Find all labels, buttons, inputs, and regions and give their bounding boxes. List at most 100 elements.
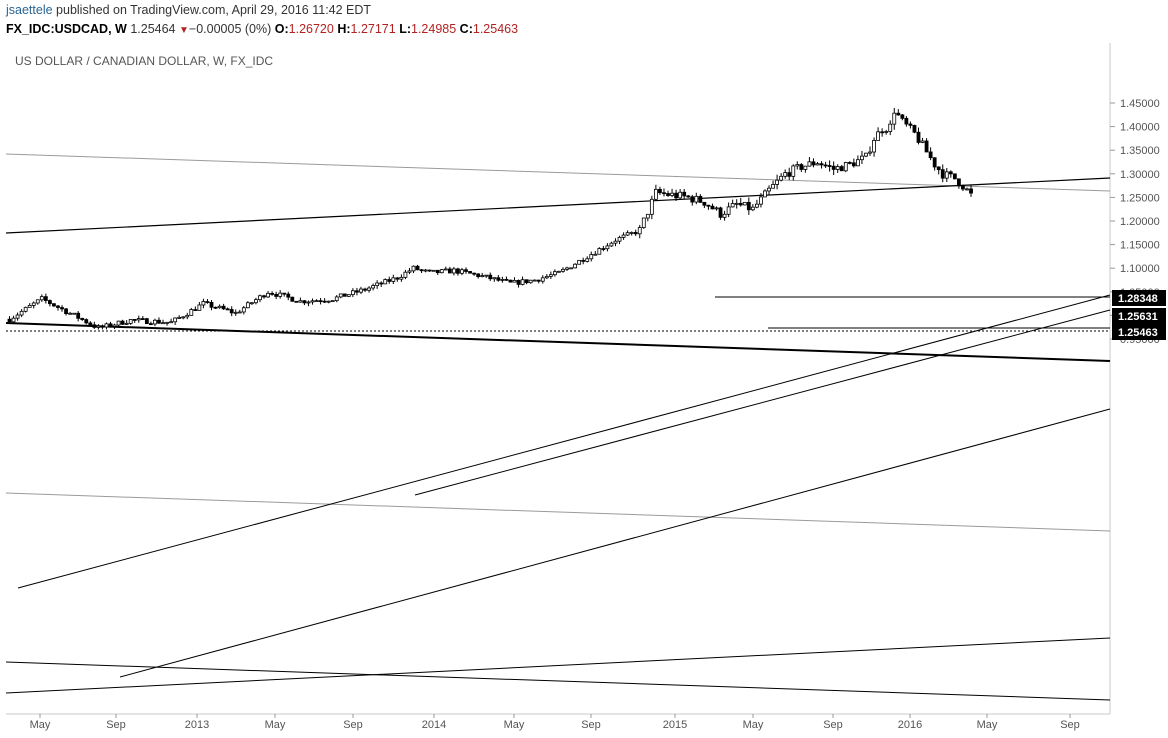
price-label: 1.25463 — [1118, 327, 1158, 339]
x-tick-label: Sep — [1060, 719, 1080, 731]
x-tick-label: May — [265, 719, 286, 731]
candle-body — [148, 323, 153, 326]
publish-line: jsaettele published on TradingView.com, … — [6, 3, 371, 17]
candle-body — [314, 300, 319, 303]
price-labels: 1.28348 1.25631 1.25463 — [1112, 290, 1166, 340]
candle-body — [56, 305, 60, 308]
candle-body — [658, 188, 662, 194]
candle-body — [734, 202, 739, 205]
candle-body — [755, 203, 759, 208]
candle-body — [799, 164, 804, 170]
candle-body — [15, 314, 20, 319]
candle-body — [387, 279, 392, 282]
candle-body — [759, 196, 763, 205]
y-tick-label: 1.30000 — [1120, 169, 1160, 181]
candles — [7, 107, 973, 330]
candle-body — [500, 278, 505, 281]
trendlines — [5, 153, 1111, 701]
candle-body — [803, 165, 808, 170]
candle-body — [399, 276, 404, 280]
trendline — [414, 309, 1111, 496]
candle-body — [815, 163, 820, 166]
y-tick-label: 1.45000 — [1120, 98, 1160, 110]
candle-body — [666, 193, 670, 196]
candle-body — [431, 269, 436, 272]
candle-body — [334, 296, 339, 302]
candle-body — [645, 213, 650, 219]
candle-body — [508, 279, 513, 283]
y-tick-label: 1.40000 — [1120, 122, 1160, 134]
candle-body — [294, 300, 299, 303]
symbol-label[interactable]: FX_IDC:USDCAD, W — [6, 22, 127, 36]
candle-body — [763, 190, 767, 198]
price-label: 1.28348 — [1118, 293, 1158, 305]
candle-body — [403, 271, 408, 278]
candle-body — [128, 319, 133, 324]
candle-body — [961, 185, 965, 190]
candle-body — [423, 269, 428, 272]
candle-body — [888, 123, 893, 132]
candle-body — [407, 270, 412, 273]
candle-body — [617, 236, 622, 242]
candle-body — [415, 265, 420, 271]
candle-body — [952, 173, 957, 180]
trendline — [5, 153, 1111, 192]
candle-body — [573, 263, 577, 269]
candle-body — [912, 124, 917, 133]
price-label-bg — [1112, 308, 1166, 324]
candle-body — [88, 322, 93, 326]
candle-body — [157, 319, 161, 324]
candle-body — [7, 318, 12, 323]
candle-body — [948, 171, 953, 175]
candle-body — [528, 279, 533, 284]
candle-body — [161, 322, 165, 325]
candle-body — [908, 123, 913, 126]
candle-body — [456, 268, 460, 274]
candle-body — [512, 279, 517, 283]
candle-body — [625, 232, 630, 236]
x-tick-label: Sep — [581, 719, 601, 731]
candle-body — [504, 278, 509, 281]
y-tick-label: 1.25000 — [1120, 192, 1160, 204]
candle-body — [581, 259, 586, 262]
candle-body — [851, 162, 856, 167]
candle-body — [31, 302, 36, 306]
candle-body — [39, 296, 44, 301]
x-tick-label: May — [30, 719, 51, 731]
candle-body — [411, 265, 416, 272]
trendline — [5, 637, 1111, 694]
candle-body — [682, 191, 687, 197]
close-value: 1.25463 — [472, 22, 519, 36]
candle-body — [601, 248, 606, 250]
candle-body — [27, 304, 32, 308]
x-tick-label: Sep — [343, 719, 363, 731]
candle-body — [706, 204, 711, 207]
trendline — [5, 661, 1111, 701]
candle-body — [391, 277, 396, 282]
candle-body — [847, 162, 852, 164]
candle-body — [492, 277, 497, 280]
candle-body — [621, 234, 626, 238]
price-label-bg — [1112, 324, 1166, 340]
candle-body — [476, 273, 481, 277]
candle-body — [924, 140, 929, 153]
candle-body — [298, 300, 303, 303]
candle-body — [363, 288, 367, 291]
candle-body — [124, 322, 129, 325]
x-tick-label: 2013 — [185, 719, 209, 731]
candle-body — [690, 196, 695, 203]
candle-body — [120, 320, 125, 325]
candle-body — [108, 323, 113, 327]
candle-body — [245, 302, 250, 309]
candle-body — [346, 294, 351, 297]
candle-body — [306, 301, 311, 304]
candle-body — [460, 269, 464, 274]
y-tick-label: 1.20000 — [1120, 216, 1160, 228]
candle-body — [795, 164, 800, 167]
candle-body — [936, 166, 941, 171]
chart-header: jsaettele published on TradingView.com, … — [0, 0, 1168, 40]
candle-body — [544, 276, 549, 279]
author-link[interactable]: jsaettele — [6, 3, 53, 17]
candle-body — [185, 315, 190, 318]
